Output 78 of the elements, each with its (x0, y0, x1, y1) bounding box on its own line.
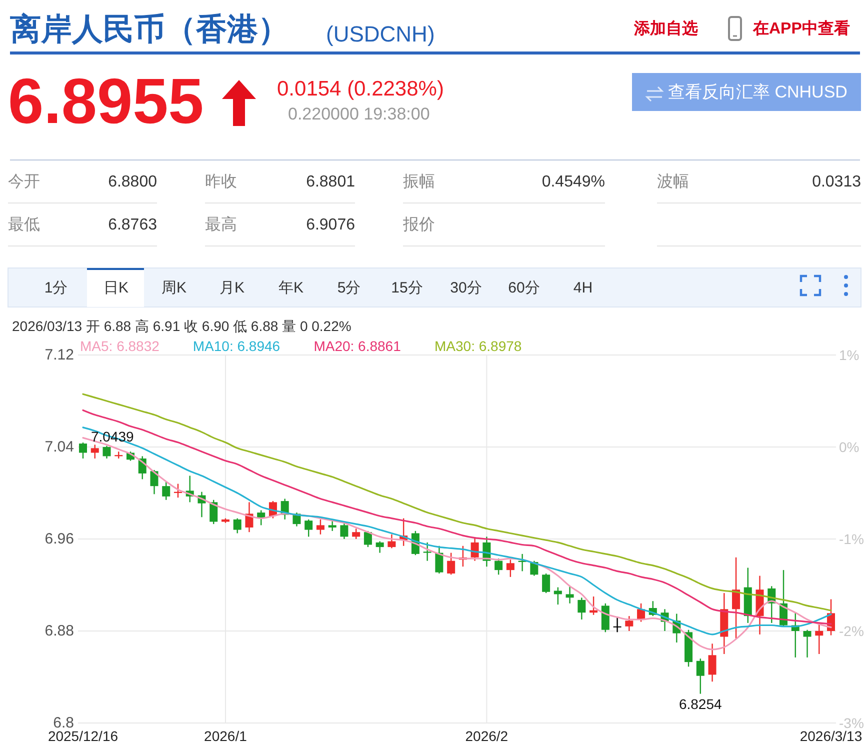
candlestick (506, 559, 514, 578)
text: 15分 (391, 280, 423, 296)
candlestick (90, 444, 99, 460)
candlestick (102, 445, 111, 460)
candlestick (316, 518, 324, 535)
text: 2026/03/13 开 6.88 高 6.91 收 6.90 低 6.88 量 0 0.22% (12, 318, 352, 334)
candlestick (388, 534, 396, 549)
text: 60分 (508, 280, 540, 296)
candlestick (625, 615, 634, 632)
annotation: 6.8254 (678, 696, 722, 712)
text: 5分 (337, 280, 361, 296)
candlestick (79, 442, 87, 460)
y2-tick-label: -2% (839, 623, 864, 639)
candlestick (364, 530, 372, 548)
y-tick-label: 6.96 (44, 530, 74, 548)
y2-tick-label: 0% (839, 439, 860, 455)
candlestick (210, 499, 218, 525)
candlestick (447, 552, 456, 576)
candlestick (696, 658, 704, 694)
text: 6.9076 (306, 216, 356, 234)
text: 6.8801 (306, 174, 356, 190)
candlestick (803, 629, 812, 658)
candlestick (708, 643, 716, 682)
y2-tick-label: -1% (839, 531, 864, 547)
text: 6.8955 (8, 65, 204, 137)
text: MA5: 6.8832 (80, 338, 160, 354)
text: 添加自选 (633, 20, 698, 38)
text: 在APP中查看 (752, 20, 850, 38)
text: 0.0154 (0.2238%) (277, 78, 444, 100)
text: 6.8763 (108, 216, 158, 234)
y2-tick-label: 1% (839, 347, 860, 363)
text: 0.0313 (812, 174, 862, 190)
text: 月K (219, 280, 245, 296)
text: MA20: 6.8861 (314, 338, 402, 354)
text: 年K (278, 280, 304, 296)
candlestick (352, 528, 360, 540)
text: 6.8800 (108, 174, 158, 190)
text: 今开 (8, 174, 40, 190)
y-tick-label: 7.12 (44, 346, 74, 364)
y2-tick-label: -3% (839, 715, 864, 731)
y-tick-label: 6.88 (44, 622, 74, 640)
text: MA10: 6.8946 (192, 338, 280, 354)
candlestick (542, 572, 550, 594)
y-tick-label: 7.04 (44, 438, 74, 456)
text: 波幅 (657, 172, 689, 190)
candlestick (435, 545, 444, 574)
x-tick-label: 2026/3/13 (800, 728, 862, 744)
text: 4H (573, 280, 593, 296)
text: 最高 (205, 216, 237, 234)
candlestick (613, 616, 622, 633)
candlestick (566, 586, 574, 604)
text: 查看反向汇率 CNHUSD (668, 82, 848, 102)
candlestick (304, 518, 313, 538)
candlestick (494, 558, 503, 576)
x-tick-label: 2026/2 (465, 728, 508, 744)
candlestick (423, 542, 432, 562)
text: 30分 (450, 280, 482, 296)
candlestick (732, 556, 740, 640)
text: 振幅 (403, 174, 435, 190)
text: 昨收 (205, 174, 237, 190)
text: 1分 (44, 280, 68, 296)
text: 0.220000 19:38:00 (288, 104, 430, 124)
text: 日K (103, 280, 129, 296)
text: 最低 (8, 216, 40, 234)
chart-title: 离岸人民币（香港） (10, 12, 289, 46)
x-tick-label: 2026/1 (204, 728, 248, 744)
text: MA30: 6.8978 (434, 338, 522, 354)
candlestick (162, 480, 170, 500)
candlestick (815, 622, 824, 655)
text: 报价 (402, 216, 435, 234)
candlestick (340, 522, 348, 540)
candlestick (578, 597, 586, 620)
text: 0.4549% (542, 174, 605, 190)
candlestick (376, 540, 384, 554)
text: 周K (161, 280, 187, 296)
chart-subtitle: (USDCNH) (326, 22, 435, 46)
candlestick (233, 518, 242, 534)
candlestick (150, 469, 158, 495)
